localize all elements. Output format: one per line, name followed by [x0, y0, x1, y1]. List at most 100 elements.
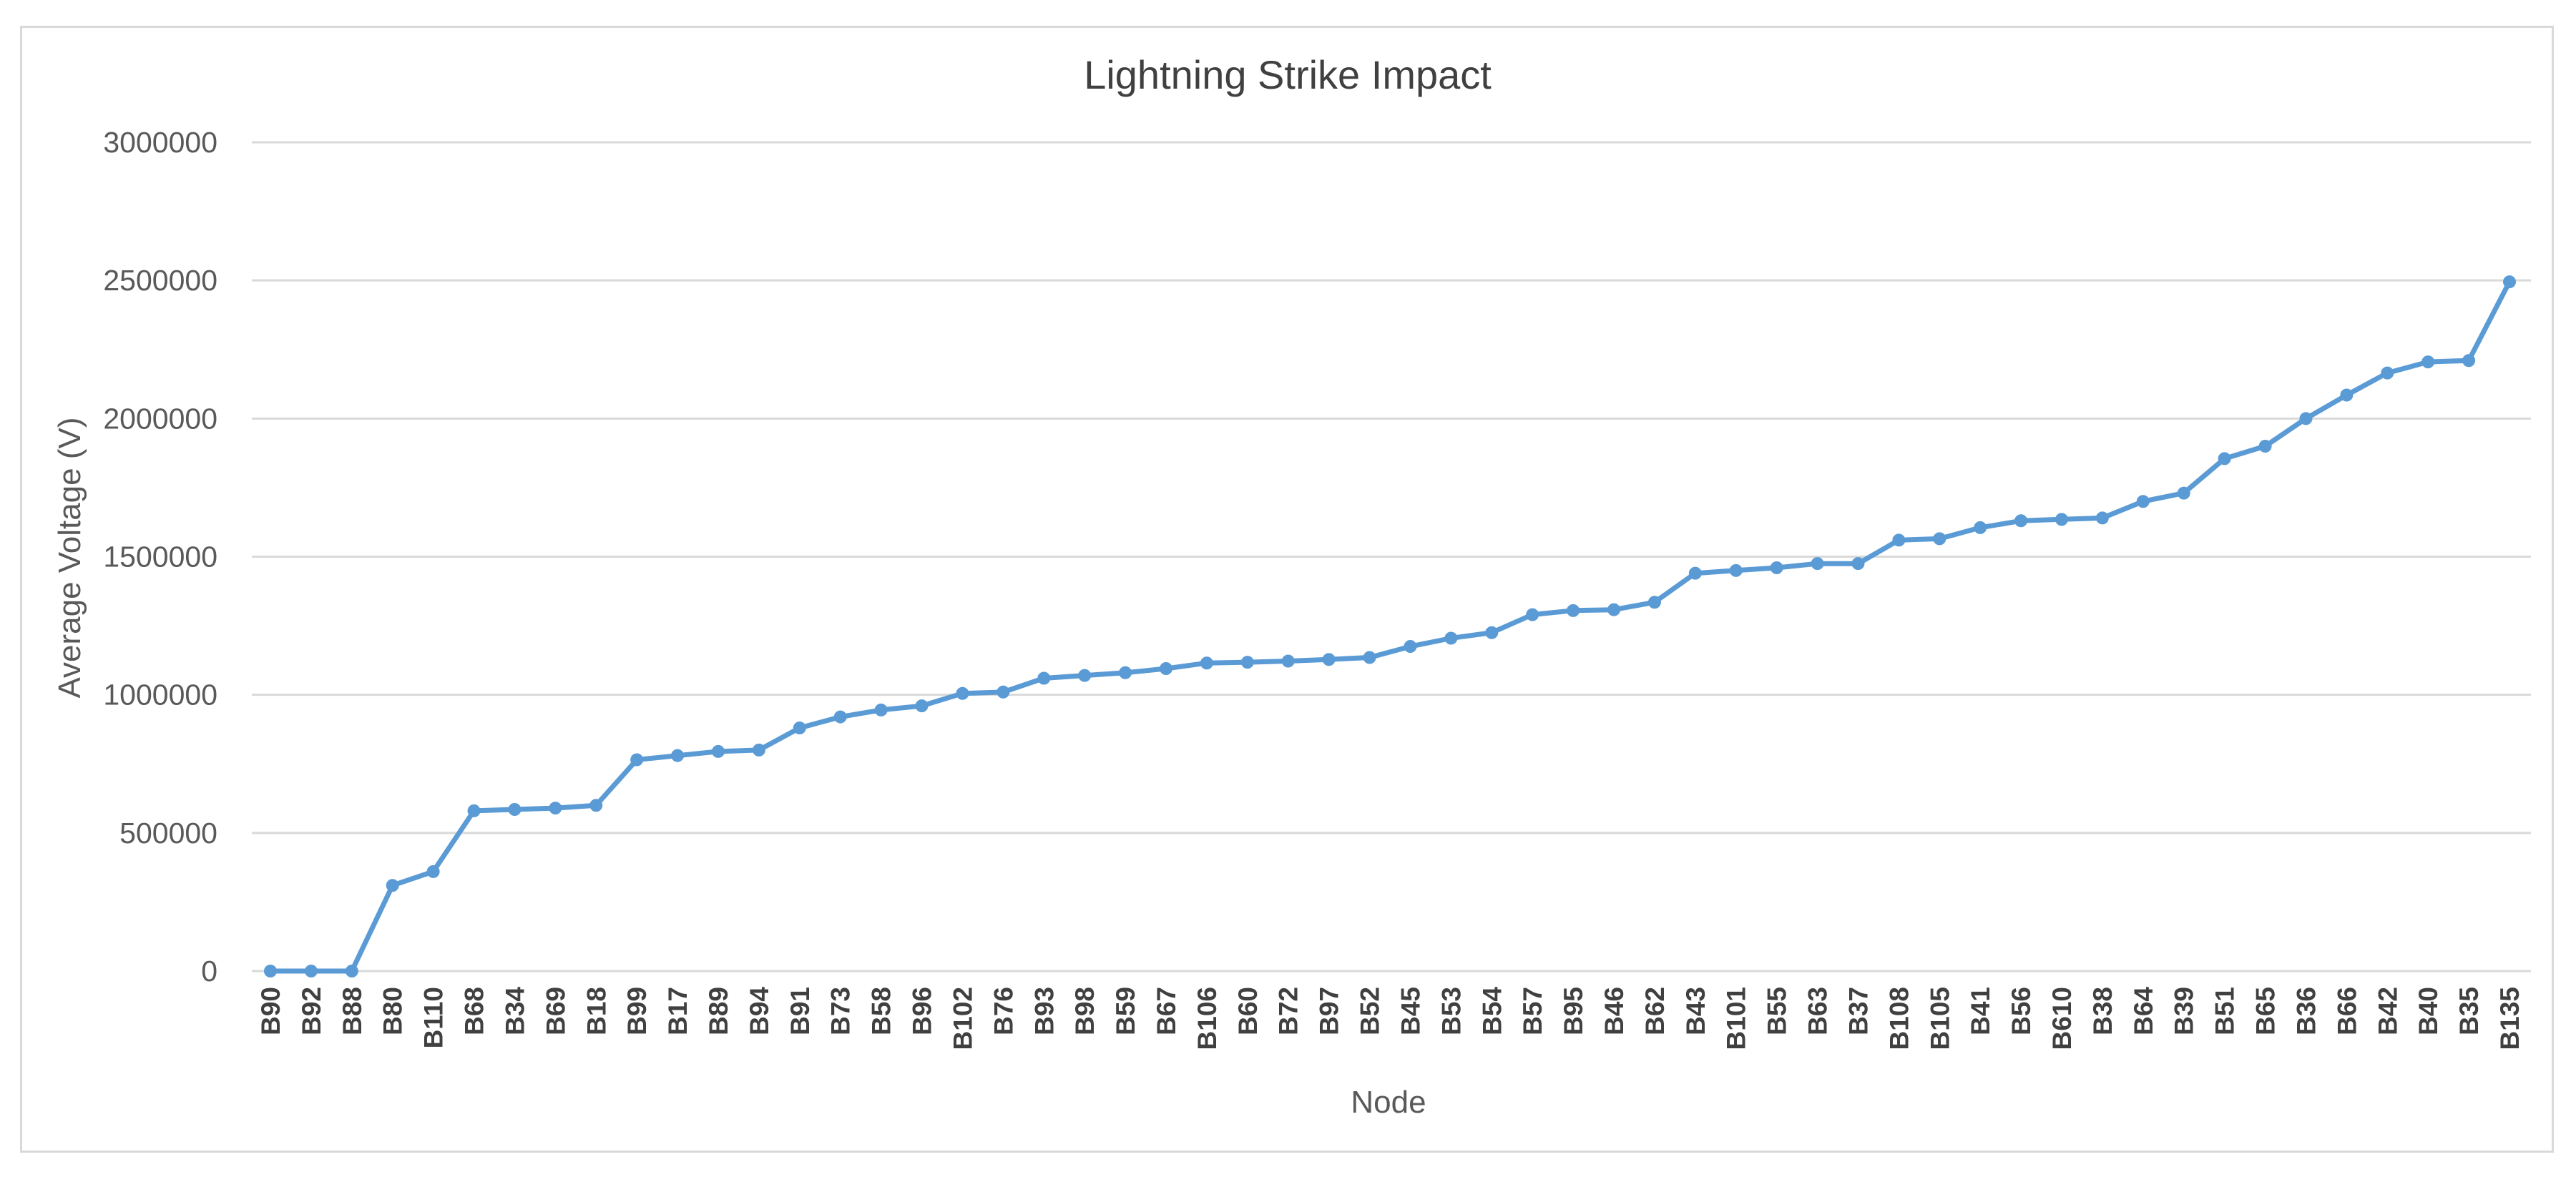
y-tick-label: 1500000 — [103, 541, 217, 573]
y-tick-label: 3000000 — [103, 126, 217, 159]
x-axis-title: Node — [1351, 1085, 1426, 1120]
x-tick-label: B99 — [622, 987, 652, 1035]
x-tick-label: B72 — [1274, 987, 1303, 1035]
x-tick-label: B89 — [704, 987, 733, 1035]
x-tick-label: B64 — [2129, 987, 2158, 1035]
x-tick-label: B56 — [2007, 987, 2036, 1035]
x-tick-label: B58 — [867, 987, 896, 1035]
data-point-B610 — [2055, 513, 2068, 526]
x-tick-label: B52 — [1356, 987, 1385, 1035]
data-point-B42 — [2381, 366, 2394, 380]
data-point-B52 — [1363, 651, 1376, 664]
x-tick-label: B43 — [1681, 987, 1710, 1035]
x-tick-label: B110 — [419, 987, 449, 1048]
x-tick-label: B18 — [582, 987, 611, 1035]
chart-area — [20, 26, 2554, 1153]
x-tick-label: B40 — [2414, 987, 2443, 1035]
x-tick-label: B65 — [2251, 987, 2281, 1035]
data-point-B67 — [1160, 661, 1172, 675]
x-tick-label: B51 — [2210, 987, 2240, 1035]
x-tick-label: B55 — [1763, 987, 1792, 1035]
data-point-B41 — [1974, 521, 1987, 534]
x-tick-label: B34 — [500, 987, 529, 1035]
x-tick-label: B67 — [1152, 987, 1181, 1035]
x-tick-label: B63 — [1803, 987, 1833, 1035]
x-tick-label: B94 — [745, 987, 774, 1035]
data-point-B64 — [2136, 495, 2150, 508]
data-point-B93 — [1037, 671, 1051, 685]
x-tick-label: B93 — [1029, 987, 1059, 1035]
data-point-B58 — [874, 703, 888, 716]
data-point-B18 — [589, 799, 603, 812]
data-point-B97 — [1322, 653, 1336, 666]
x-tick-label: B62 — [1640, 987, 1670, 1035]
data-point-B62 — [1647, 596, 1661, 609]
x-tick-label: B36 — [2291, 987, 2321, 1035]
data-point-B45 — [1404, 640, 1417, 654]
data-point-B105 — [1933, 532, 1946, 546]
data-point-B57 — [1526, 608, 1539, 621]
data-point-B43 — [1688, 566, 1702, 580]
data-point-B91 — [793, 721, 806, 735]
data-point-B59 — [1119, 666, 1132, 679]
data-point-B102 — [956, 686, 969, 700]
x-tick-label: B41 — [1966, 987, 1995, 1035]
data-point-B35 — [2462, 354, 2476, 368]
data-point-B34 — [508, 802, 521, 816]
data-point-B73 — [833, 710, 847, 724]
x-tick-label: B92 — [297, 987, 326, 1035]
data-point-B96 — [915, 699, 929, 713]
x-tick-label: B42 — [2373, 987, 2402, 1035]
data-point-B94 — [752, 743, 765, 757]
x-tick-label: B90 — [256, 987, 285, 1035]
x-tick-label: B102 — [948, 987, 977, 1050]
y-tick-label: 1000000 — [103, 679, 217, 711]
x-tick-label: B91 — [785, 987, 815, 1035]
x-tick-label: B66 — [2332, 987, 2361, 1035]
data-point-B98 — [1078, 669, 1092, 682]
y-tick-label: 0 — [201, 955, 217, 988]
data-point-B37 — [1851, 557, 1865, 571]
x-tick-label: B76 — [989, 987, 1018, 1035]
data-point-B40 — [2421, 355, 2435, 369]
data-point-B53 — [1444, 631, 1458, 645]
x-tick-label: B38 — [2088, 987, 2117, 1035]
series-line — [268, 279, 2512, 974]
x-tick-label: B80 — [378, 987, 408, 1035]
data-point-B88 — [345, 965, 358, 977]
data-point-B135 — [2503, 275, 2516, 289]
x-tick-label: B53 — [1436, 987, 1466, 1035]
x-tick-label: B73 — [826, 987, 856, 1035]
x-tick-label: B105 — [1925, 987, 1954, 1050]
x-axis-ticks: B90 B92 B88 B80 B110 B68 B34 B69 B18 B99 B17 B89 B94… — [256, 987, 2524, 1050]
y-tick-label: 2500000 — [103, 264, 217, 297]
x-tick-label: B108 — [1884, 987, 1914, 1050]
chart-title: Lightning Strike Impact — [1084, 52, 1492, 97]
data-point-B56 — [2014, 514, 2028, 528]
x-tick-label: B17 — [663, 987, 692, 1035]
x-tick-label: B35 — [2454, 987, 2484, 1035]
x-tick-label: B37 — [1843, 987, 1873, 1035]
x-tick-label: B135 — [2495, 987, 2524, 1050]
data-point-B55 — [1770, 561, 1783, 574]
x-tick-label: B95 — [1559, 987, 1588, 1035]
x-tick-label: B60 — [1233, 987, 1263, 1035]
data-point-B106 — [1200, 656, 1213, 670]
data-point-B90 — [264, 965, 277, 977]
data-point-B46 — [1607, 603, 1620, 616]
x-tick-label: B101 — [1722, 987, 1751, 1050]
data-point-B36 — [2299, 412, 2313, 425]
x-tick-label: B88 — [338, 987, 367, 1035]
data-point-B39 — [2177, 486, 2190, 500]
x-tick-label: B98 — [1070, 987, 1100, 1035]
data-point-B95 — [1567, 604, 1580, 617]
data-point-B38 — [2095, 511, 2109, 525]
data-point-B63 — [1811, 557, 1824, 571]
data-point-B17 — [671, 749, 685, 762]
x-tick-label: B45 — [1396, 987, 1425, 1035]
x-tick-label: B96 — [908, 987, 937, 1035]
data-point-B54 — [1485, 626, 1499, 639]
x-tick-label: B106 — [1192, 987, 1222, 1050]
gridlines — [252, 141, 2531, 972]
